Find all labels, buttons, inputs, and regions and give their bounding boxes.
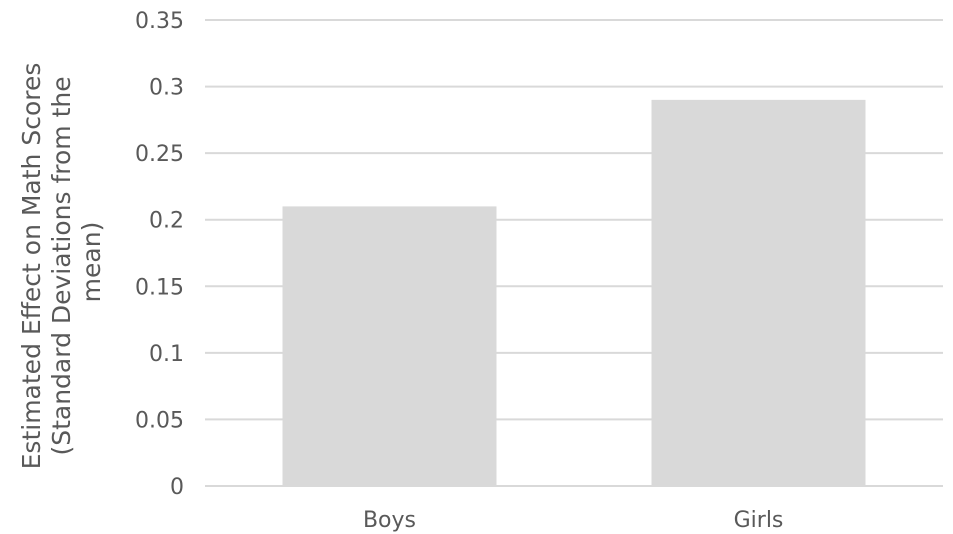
y-tick-label: 0.25 [135,142,184,167]
x-category-label: Boys [363,508,416,533]
y-tick-label: 0 [170,475,184,500]
y-tick-label: 0.2 [149,209,184,234]
y-tick-labels: 0 0.05 0.1 0.15 0.2 0.25 0.3 0.35 [135,9,184,500]
y-axis-label: Estimated Effect on Math Scores (Standar… [17,55,106,470]
bar-boys [282,206,497,486]
y-tick-label: 0.1 [149,342,184,367]
y-tick-label: 0.05 [135,408,184,433]
y-tick-label: 0.35 [135,9,184,34]
bar-girls [651,99,866,486]
bars [205,99,943,487]
y-tick-label: 0.3 [149,76,184,101]
y-axis-label-line: (Standard Deviations from the [47,76,76,455]
x-category-labels: Boys Girls [363,508,783,533]
y-axis-label-line: Estimated Effect on Math Scores [17,63,46,470]
y-tick-label: 0.15 [135,275,184,300]
y-axis-label-line: mean) [77,222,106,303]
x-category-label: Girls [734,508,784,533]
